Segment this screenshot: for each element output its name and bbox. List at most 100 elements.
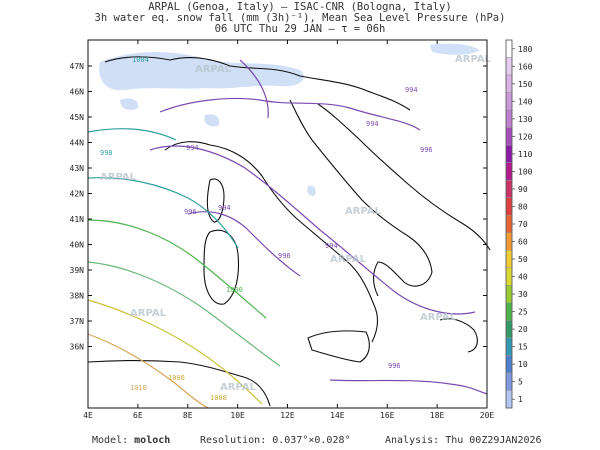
colorbar-swatch (505, 127, 513, 146)
isobar-label: 1000 (226, 286, 243, 294)
colorbar-swatch (505, 144, 513, 163)
colorbar-swatch (505, 285, 513, 304)
axis-ticks: 4E 6E 8E 10E 12E 14E 16E 18E 20E 47N 46N 45N 44N 43N 4… (70, 40, 495, 420)
watermark: ARPAL (220, 382, 257, 393)
lat-label: 37N (70, 317, 85, 326)
isobar-label: 1004 (132, 56, 149, 64)
colorbar-label: 30 (518, 290, 528, 299)
watermark: ARPAL (420, 312, 457, 323)
colorbar-swatch (505, 39, 513, 58)
lat-label: 44N (70, 139, 85, 148)
lat-label: 36N (70, 343, 85, 352)
colorbar-swatch (505, 74, 513, 93)
model-value: moloch (134, 435, 171, 446)
isobars (87, 59, 488, 409)
colorbar-swatch (505, 197, 513, 216)
lat-label: 45N (70, 113, 85, 122)
colorbar-swatch (505, 302, 513, 321)
colorbar-label: 50 (518, 255, 528, 264)
colorbar-label: 70 (518, 220, 528, 229)
colorbar-swatch (505, 390, 513, 409)
isobar-label: 1008 (210, 394, 227, 402)
colorbar-label: 100 (518, 167, 533, 176)
colorbar-label: 130 (518, 115, 533, 124)
lat-label: 41N (70, 215, 85, 224)
lon-label: 18E (430, 411, 445, 420)
colorbar-label: 40 (518, 273, 528, 282)
colorbar-swatch (505, 57, 513, 76)
colorbar-swatch (505, 179, 513, 198)
isobar-label: 994 (325, 242, 338, 250)
colorbar-label: 150 (518, 80, 533, 89)
colorbar-swatch (505, 320, 513, 339)
colorbar-label: 10 (518, 360, 528, 369)
colorbar-label: 160 (518, 62, 533, 71)
watermark: ARPAL (195, 64, 232, 75)
isobar-label: 996 (278, 252, 291, 260)
colorbar-label: 15 (518, 343, 528, 352)
lon-label: 16E (380, 411, 395, 420)
lon-label: 6E (133, 411, 143, 420)
isobar-label: 994 (218, 204, 231, 212)
lon-label: 8E (183, 411, 193, 420)
colorbar-label: 5 (518, 378, 523, 387)
isobar-label: 994 (366, 120, 379, 128)
colorbar-label: 110 (518, 150, 533, 159)
lat-label: 47N (70, 62, 85, 71)
colorbar-label: 60 (518, 238, 528, 247)
colorbar-swatch (505, 92, 513, 111)
colorbar-swatch (505, 372, 513, 391)
colorbar-label: 140 (518, 97, 533, 106)
lon-label: 14E (330, 411, 345, 420)
isobar-label: 1006 (168, 374, 185, 382)
colorbar-label: 20 (518, 325, 528, 334)
colorbar-label: 90 (518, 185, 528, 194)
isobar-label: 994 (405, 86, 418, 94)
watermark: ARPAL (130, 308, 167, 319)
colorbar-swatch (505, 250, 513, 269)
lon-label: 4E (83, 411, 93, 420)
title-line-1: ARPAL (Genoa, Italy) — ISAC-CNR (Bologna… (148, 1, 452, 13)
isobar-label: 994 (186, 144, 199, 152)
isobar-label: 996 (420, 146, 433, 154)
lat-label: 42N (70, 190, 85, 199)
watermark-group: ARPAL ARPAL ARPAL ARPAL ARPAL ARPAL ARPA… (100, 54, 492, 393)
colorbar-label: 80 (518, 202, 528, 211)
watermark: ARPAL (345, 206, 382, 217)
isobar-label-group: 994 994 994 994 996 996 996 996 994 998 … (100, 56, 433, 402)
isobar-label: 998 (100, 149, 113, 157)
colorbar-label: 1 (518, 395, 523, 404)
watermark: ARPAL (455, 54, 492, 65)
colorbar: 1801601501401301201101009080706050403025… (505, 39, 533, 409)
colorbar-swatch (505, 109, 513, 128)
colorbar-swatch (505, 337, 513, 356)
lon-label: 20E (480, 411, 495, 420)
lat-label: 38N (70, 292, 85, 301)
isobar-label: 996 (184, 208, 197, 216)
colorbar-swatch (505, 162, 513, 181)
lat-label: 40N (70, 241, 85, 250)
snowfall-areas (99, 43, 480, 196)
colorbar-label: 180 (518, 45, 533, 54)
footer-resolution: Resolution: 0.037°×0.028° (200, 435, 351, 446)
isobar-label: 1010 (130, 384, 147, 392)
isobar-label: 996 (388, 362, 401, 370)
watermark: ARPAL (100, 172, 137, 183)
colorbar-label: 25 (518, 308, 528, 317)
lon-label: 12E (280, 411, 295, 420)
watermark: ARPAL (330, 254, 367, 265)
lat-label: 43N (70, 164, 85, 173)
colorbar-swatch (505, 355, 513, 374)
model-label: Model: (92, 435, 129, 446)
lat-label: 39N (70, 266, 85, 275)
footer-model: Model: moloch (92, 435, 170, 446)
map-background (88, 40, 487, 408)
colorbar-swatch (505, 267, 513, 286)
colorbar-swatch (505, 214, 513, 234)
title-line-3: 06 UTC Thu 29 JAN — τ = 06h (214, 23, 386, 35)
title-line-2: 3h water eq. snow fall (mm (3h)⁻¹), Mean… (94, 12, 506, 24)
colorbar-label: 120 (518, 132, 533, 141)
lat-label: 46N (70, 88, 85, 97)
footer-analysis: Analysis: Thu 00Z29JAN2026 (385, 435, 542, 446)
